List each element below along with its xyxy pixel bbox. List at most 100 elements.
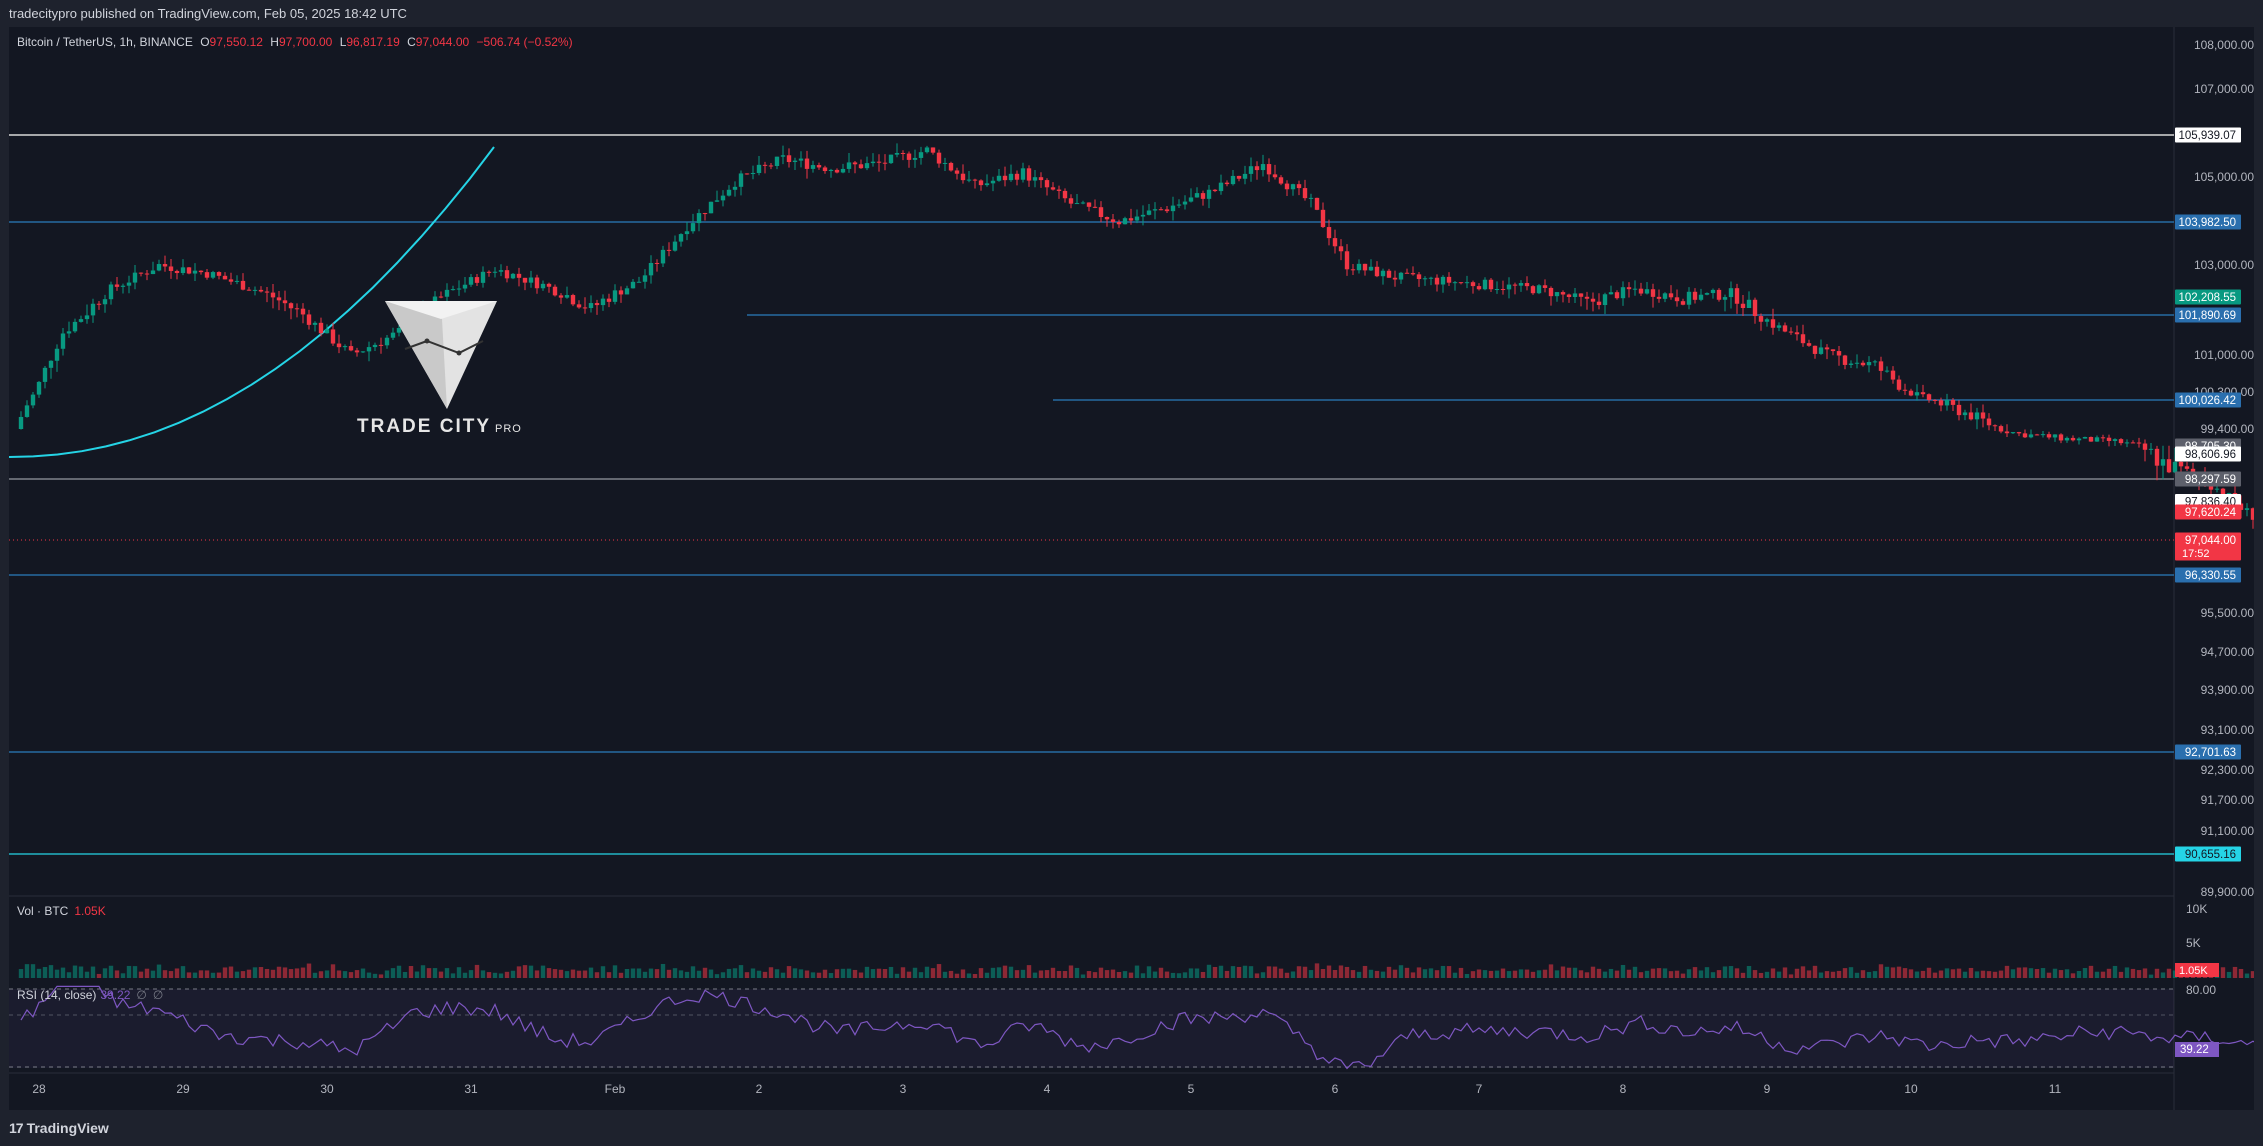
candle-body[interactable] xyxy=(366,347,372,352)
candle-body[interactable] xyxy=(588,303,594,309)
candle-body[interactable] xyxy=(1746,299,1752,308)
candle-body[interactable] xyxy=(1116,221,1122,225)
candle-body[interactable] xyxy=(1578,293,1584,297)
candle-body[interactable] xyxy=(642,275,648,282)
candle-body[interactable] xyxy=(1896,379,1902,390)
candle-body[interactable] xyxy=(1428,277,1434,279)
candle-body[interactable] xyxy=(1278,177,1284,184)
candle-body[interactable] xyxy=(2022,433,2028,438)
candle-body[interactable] xyxy=(294,308,300,310)
candle-body[interactable] xyxy=(1704,293,1710,295)
candle-body[interactable] xyxy=(1206,189,1212,199)
candle-body[interactable] xyxy=(786,155,792,163)
candle-body[interactable] xyxy=(18,416,24,429)
candle-body[interactable] xyxy=(1380,270,1386,277)
candle-body[interactable] xyxy=(1932,399,1938,401)
candle-body[interactable] xyxy=(2160,459,2166,466)
candle-body[interactable] xyxy=(2052,434,2058,438)
candle-body[interactable] xyxy=(1758,316,1764,322)
candle-body[interactable] xyxy=(984,183,990,186)
candle-body[interactable] xyxy=(1230,175,1236,185)
candle-body[interactable] xyxy=(1302,188,1308,199)
tradingview-brand[interactable]: 17 TradingView xyxy=(9,1120,109,1136)
candle-body[interactable] xyxy=(162,264,168,267)
candle-body[interactable] xyxy=(1692,291,1698,300)
candle-body[interactable] xyxy=(1170,205,1176,212)
candle-body[interactable] xyxy=(1974,412,1980,420)
candle-body[interactable] xyxy=(1482,279,1488,290)
candle-body[interactable] xyxy=(2004,431,2010,434)
candle-body[interactable] xyxy=(1158,209,1164,211)
candle-body[interactable] xyxy=(192,270,198,274)
candle-body[interactable] xyxy=(1188,197,1194,202)
candle-body[interactable] xyxy=(1506,284,1512,290)
candle-body[interactable] xyxy=(2058,434,2064,441)
candle-body[interactable] xyxy=(444,289,450,297)
candle-body[interactable] xyxy=(792,160,798,163)
candle-body[interactable] xyxy=(1458,282,1464,284)
price-tag-9[interactable] xyxy=(2175,504,2241,520)
candle-body[interactable] xyxy=(2112,439,2118,441)
candle-body[interactable] xyxy=(654,262,660,264)
candle-body[interactable] xyxy=(660,249,666,264)
candle-body[interactable] xyxy=(714,200,720,202)
candle-body[interactable] xyxy=(456,288,462,290)
candle-body[interactable] xyxy=(1584,296,1590,299)
candle-body[interactable] xyxy=(1152,209,1158,211)
candle-body[interactable] xyxy=(1494,289,1500,291)
candle-body[interactable] xyxy=(168,266,174,271)
candle-body[interactable] xyxy=(1386,270,1392,278)
candle-body[interactable] xyxy=(336,343,342,348)
candle-body[interactable] xyxy=(2148,448,2154,450)
candle-body[interactable] xyxy=(624,288,630,295)
candle-body[interactable] xyxy=(1572,293,1578,298)
candle-body[interactable] xyxy=(630,281,636,289)
price-tag-3[interactable] xyxy=(2175,307,2241,323)
candle-body[interactable] xyxy=(534,277,540,289)
candle-body[interactable] xyxy=(1662,293,1668,299)
candle-body[interactable] xyxy=(1548,287,1554,297)
candle-body[interactable] xyxy=(2166,459,2172,473)
candle-body[interactable] xyxy=(1836,351,1842,356)
candle-body[interactable] xyxy=(1020,168,1026,180)
chart-frame[interactable]: 108,000.00 107,000.00 105,000.00 103,000.00… xyxy=(9,27,2254,1110)
candle-body[interactable] xyxy=(60,333,66,349)
candle-body[interactable] xyxy=(2214,488,2220,490)
candle-body[interactable] xyxy=(1164,209,1170,212)
candle-body[interactable] xyxy=(1308,197,1314,199)
candle-body[interactable] xyxy=(1356,263,1362,271)
candle-body[interactable] xyxy=(1086,202,1092,207)
price-tag-10[interactable] xyxy=(2175,532,2241,561)
candle-body[interactable] xyxy=(912,157,918,160)
candle-body[interactable] xyxy=(576,304,582,308)
candle-body[interactable] xyxy=(834,169,840,173)
candle-body[interactable] xyxy=(54,348,60,361)
candle-body[interactable] xyxy=(1638,288,1644,294)
candle-body[interactable] xyxy=(30,394,36,406)
candle-body[interactable] xyxy=(72,321,78,332)
candle-body[interactable] xyxy=(1950,399,1956,405)
candle-body[interactable] xyxy=(180,267,186,274)
candle-body[interactable] xyxy=(2154,448,2160,466)
candle-body[interactable] xyxy=(342,346,348,348)
candle-body[interactable] xyxy=(396,328,402,333)
candle-body[interactable] xyxy=(846,162,852,169)
candle-body[interactable] xyxy=(936,152,942,164)
candle-body[interactable] xyxy=(1878,361,1884,371)
candle-body[interactable] xyxy=(1062,190,1068,199)
candle-body[interactable] xyxy=(2082,436,2088,439)
candle-body[interactable] xyxy=(42,367,48,382)
candle-body[interactable] xyxy=(744,173,750,175)
candle-body[interactable] xyxy=(1200,193,1206,199)
candle-body[interactable] xyxy=(1224,182,1230,185)
candle-body[interactable] xyxy=(156,264,162,271)
candle-body[interactable] xyxy=(1362,263,1368,271)
candle-body[interactable] xyxy=(2130,442,2136,444)
candle-body[interactable] xyxy=(1332,238,1338,247)
candle-body[interactable] xyxy=(216,272,222,276)
candle-body[interactable] xyxy=(1740,303,1746,308)
candle-body[interactable] xyxy=(726,189,732,196)
candle-body[interactable] xyxy=(1656,296,1662,299)
candle-body[interactable] xyxy=(870,161,876,164)
candle-body[interactable] xyxy=(1860,362,1866,366)
